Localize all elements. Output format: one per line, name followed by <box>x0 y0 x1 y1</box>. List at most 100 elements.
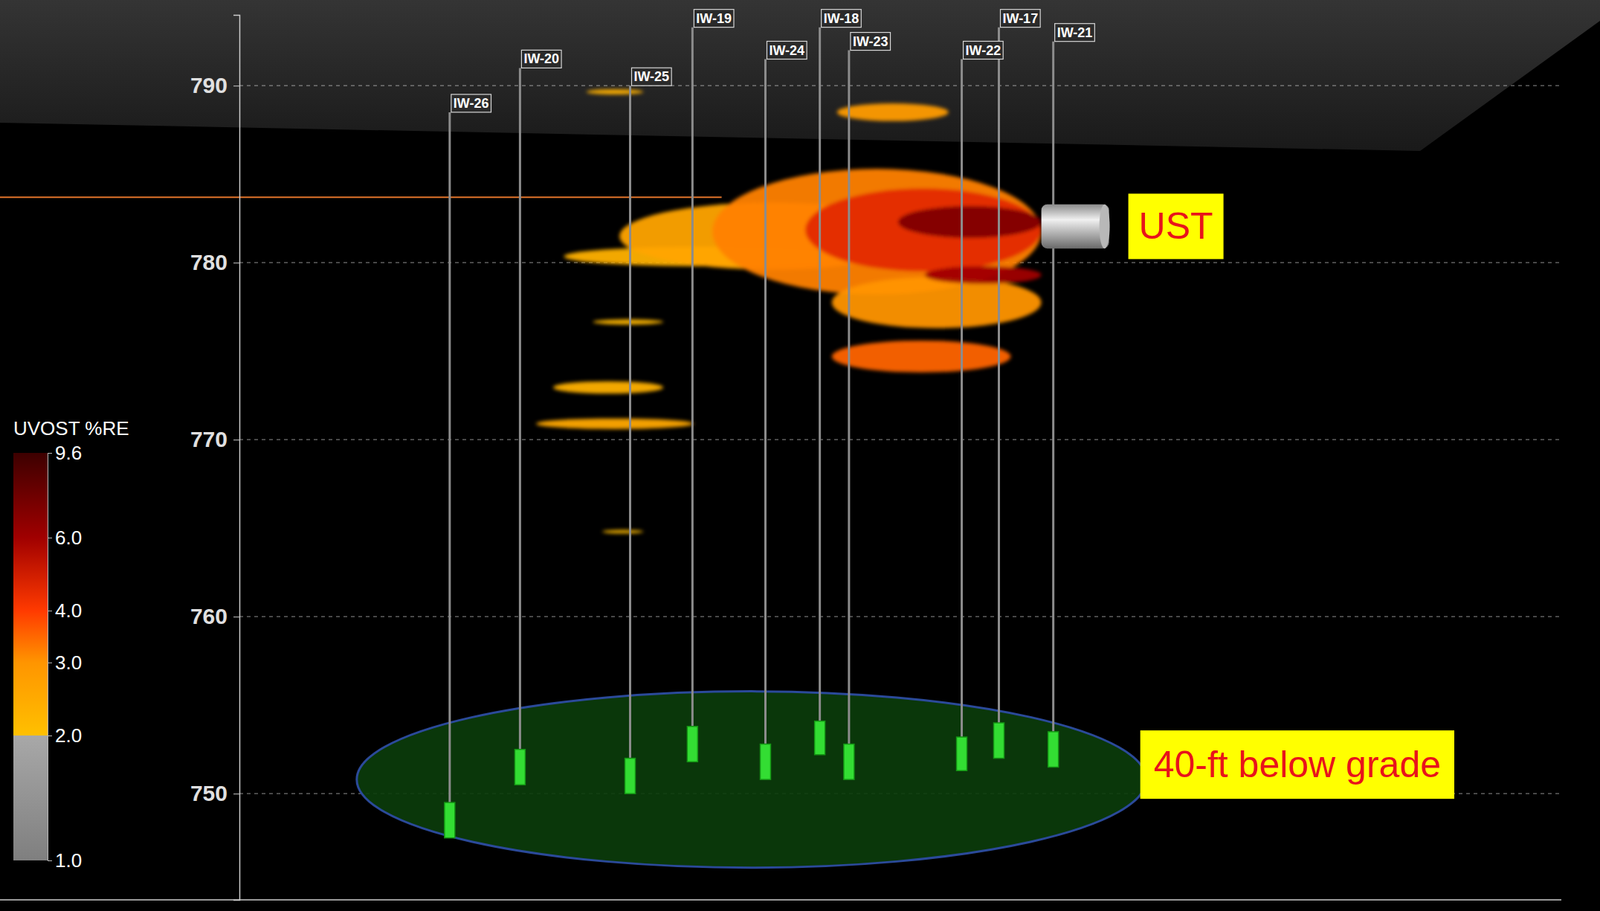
colorbar-tick-label: 6.0 <box>55 526 82 549</box>
well-screen <box>444 802 456 838</box>
well-label-box <box>451 94 492 113</box>
plume <box>831 276 1042 328</box>
well-label: IW-19 <box>693 9 734 28</box>
well-screen <box>843 744 855 780</box>
well-screen <box>759 744 771 780</box>
well-label: IW-24 <box>766 41 807 60</box>
colorbar-tick-mark <box>47 537 53 539</box>
well-label: IW-26 <box>451 94 492 113</box>
plume <box>586 89 644 95</box>
y-tick-mark <box>233 439 240 441</box>
well-label-box <box>1000 9 1041 28</box>
y-tick: 790 <box>190 72 240 98</box>
well-label-box <box>631 67 672 86</box>
ust-label: UST <box>1128 193 1224 259</box>
screen-zone-label-text: 40-ft below grade <box>1153 743 1441 786</box>
colorbar-tick-mark <box>47 735 53 737</box>
well-casing <box>691 27 694 763</box>
well-screen <box>624 758 635 795</box>
ust-tank-end <box>1099 204 1111 250</box>
plume <box>831 340 1012 373</box>
well-label: IW-22 <box>963 41 1004 60</box>
ust-label-box <box>1128 193 1224 259</box>
y-tick-label: 780 <box>190 249 228 275</box>
well-screen <box>956 736 968 771</box>
plume <box>924 266 1042 285</box>
colorbar-tick-mark <box>47 610 53 612</box>
well-name: IW-20 <box>523 51 560 67</box>
plume <box>805 188 1042 272</box>
wells <box>444 27 1059 838</box>
well-screen <box>686 726 698 763</box>
x-axis-line <box>0 898 1562 901</box>
y-tick-label: 790 <box>190 72 228 98</box>
well-name: IW-23 <box>852 34 889 50</box>
y-tick: 780 <box>190 249 240 275</box>
well-screen <box>814 721 826 755</box>
well-screen <box>994 722 1005 759</box>
colorbar-tick-label: 9.6 <box>55 441 82 464</box>
well-casing <box>997 27 1000 759</box>
well-casing <box>847 50 850 780</box>
well-casing <box>764 59 767 780</box>
well-label-box <box>963 41 1004 60</box>
colorbar-tick-mark <box>47 662 53 664</box>
plume <box>553 381 664 395</box>
y-tick-label: 750 <box>190 780 228 806</box>
plot-area <box>0 27 1111 838</box>
chart-root: IW-26 IW-20 IW-25 IW-19 IW-24 IW-18 IW-23 IW-22… <box>0 0 1600 911</box>
well-label: IW-20 <box>521 49 562 68</box>
colorbar-title: UVOST %RE <box>13 417 130 440</box>
y-tick-mark <box>233 262 240 264</box>
well-label-box <box>766 41 807 60</box>
well-label-box <box>521 49 562 68</box>
well-screen <box>1048 731 1059 768</box>
plume <box>536 418 694 429</box>
well-casing <box>448 112 451 838</box>
well-casing <box>518 67 522 785</box>
y-axis-line <box>233 15 241 901</box>
y-tick-mark <box>233 793 240 795</box>
grid-line <box>239 85 1562 87</box>
grid-line <box>239 616 1562 618</box>
colorbar-tick-label: 4.0 <box>55 599 82 622</box>
y-tick-mark <box>233 616 240 618</box>
ust-label-text: UST <box>1139 205 1214 247</box>
well-label-box <box>821 9 862 28</box>
well-label-box <box>850 32 891 51</box>
y-tick-mark <box>233 85 240 87</box>
well-casing <box>960 59 963 772</box>
plume <box>602 530 644 534</box>
ust-tank <box>1041 204 1110 250</box>
well-label-box <box>1055 23 1096 42</box>
well-label-box <box>693 9 734 28</box>
y-tick: 760 <box>190 603 240 629</box>
plume <box>837 103 949 122</box>
colorbar-tick-label: 3.0 <box>55 651 82 674</box>
well-label: IW-23 <box>850 32 891 51</box>
colorbar-axis: 1.0 2.0 3.0 4.0 6.0 9.6 <box>47 441 82 872</box>
plume <box>898 205 1042 238</box>
reference-line <box>0 196 722 198</box>
grid-line <box>239 439 1562 441</box>
colorbar-tick-mark <box>47 860 53 861</box>
well-label: IW-17 <box>1000 9 1041 28</box>
labels: IW-26 IW-20 IW-25 IW-19 IW-24 IW-18 IW-23 IW-22… <box>451 9 1455 800</box>
colorbar <box>13 452 48 861</box>
y-tick: 770 <box>190 426 240 452</box>
well-label: IW-21 <box>1055 23 1096 42</box>
colorbar-tick: 4.0 <box>47 599 82 622</box>
colorbar-tick-label: 2.0 <box>55 724 82 747</box>
well-name: IW-22 <box>965 43 1002 58</box>
plume <box>712 168 1041 295</box>
screen-zone <box>356 691 1147 868</box>
well-name: IW-21 <box>1057 25 1093 41</box>
colorbar-tick: 1.0 <box>47 849 82 872</box>
well-name: IW-25 <box>633 69 670 85</box>
colorbar-axis-line <box>48 453 53 861</box>
well-casing <box>818 27 821 755</box>
well-label: IW-18 <box>821 9 862 28</box>
y-axis: 750 760 770 780 790 <box>190 15 241 901</box>
y-tick-label: 760 <box>190 603 228 629</box>
well-name: IW-24 <box>768 43 805 58</box>
